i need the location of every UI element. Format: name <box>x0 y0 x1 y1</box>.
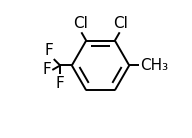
Text: Cl: Cl <box>113 16 128 31</box>
Text: CH₃: CH₃ <box>140 58 168 73</box>
Text: F: F <box>44 43 53 58</box>
Text: Cl: Cl <box>73 16 88 31</box>
Text: F: F <box>42 63 51 77</box>
Text: F: F <box>56 76 65 91</box>
